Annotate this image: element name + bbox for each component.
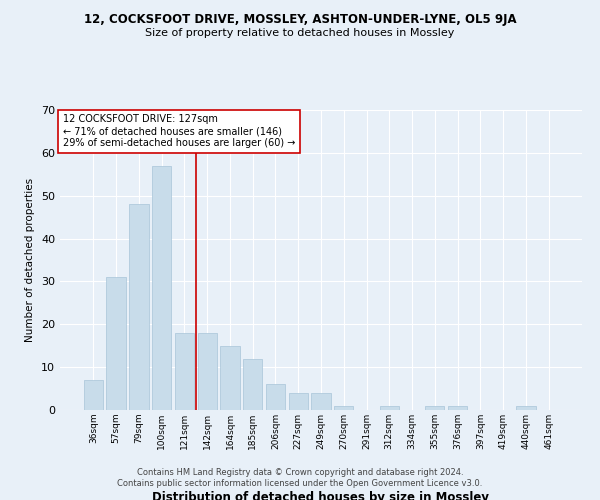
Bar [380,406,399,410]
Bar [220,346,239,410]
Bar [129,204,149,410]
Bar [197,333,217,410]
Bar [84,380,103,410]
Bar [425,406,445,410]
Text: Contains HM Land Registry data © Crown copyright and database right 2024.
Contai: Contains HM Land Registry data © Crown c… [118,468,482,487]
Bar [311,393,331,410]
Bar [152,166,172,410]
Bar [289,393,308,410]
Text: Size of property relative to detached houses in Mossley: Size of property relative to detached ho… [145,28,455,38]
Bar [243,358,262,410]
Bar [334,406,353,410]
Text: 12 COCKSFOOT DRIVE: 127sqm
← 71% of detached houses are smaller (146)
29% of sem: 12 COCKSFOOT DRIVE: 127sqm ← 71% of deta… [62,114,295,148]
Text: 12, COCKSFOOT DRIVE, MOSSLEY, ASHTON-UNDER-LYNE, OL5 9JA: 12, COCKSFOOT DRIVE, MOSSLEY, ASHTON-UND… [83,12,517,26]
Y-axis label: Number of detached properties: Number of detached properties [25,178,35,342]
Bar [516,406,536,410]
Bar [106,277,126,410]
Bar [266,384,285,410]
X-axis label: Distribution of detached houses by size in Mossley: Distribution of detached houses by size … [152,491,490,500]
Bar [448,406,467,410]
Bar [175,333,194,410]
